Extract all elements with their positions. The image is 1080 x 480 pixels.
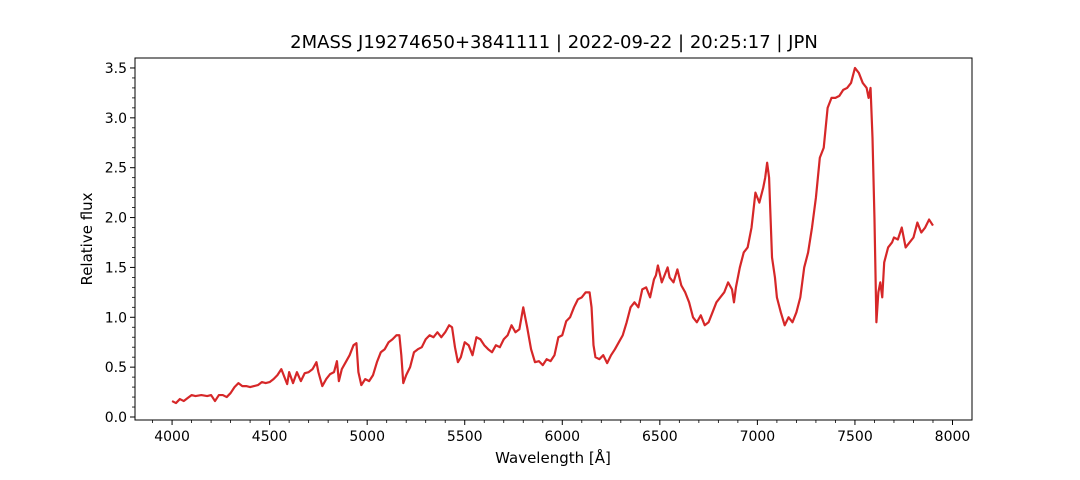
x-tick-label: 4500: [252, 429, 288, 445]
spectrum-line: [171, 66, 934, 405]
x-tick-label: 5000: [349, 429, 385, 445]
x-tick-label: 7500: [837, 429, 873, 445]
x-tick-label: 7000: [740, 429, 776, 445]
y-tick-label: 2.0: [105, 211, 127, 227]
x-tick-label: 6000: [544, 429, 580, 445]
tick-group: 4000 4500 5000 5500 6000 6500 7000 7500 8000 0.0 0…: [105, 61, 971, 445]
y-tick-label: 0.5: [105, 360, 127, 376]
y-tick-label: 3.0: [105, 111, 127, 127]
y-tick-label: 1.5: [105, 260, 127, 276]
y-tick-label: 1.0: [105, 310, 127, 326]
line-layer: [171, 66, 934, 405]
chart-title: 2MASS J19274650+3841111 | 2022-09-22 | 2…: [290, 32, 818, 53]
y-tick-label: 0.0: [105, 410, 127, 426]
x-tick-label: 4000: [154, 429, 190, 445]
y-tick-label: 3.5: [105, 61, 127, 77]
x-tick-label: 5500: [447, 429, 483, 445]
y-tick-label: 2.5: [105, 161, 127, 177]
x-tick-label: 8000: [935, 429, 971, 445]
y-axis-label: Relative flux: [78, 192, 96, 285]
x-axis-label: Wavelength [Å]: [495, 448, 611, 467]
x-tick-label: 6500: [642, 429, 678, 445]
plot-frame: [134, 57, 973, 421]
